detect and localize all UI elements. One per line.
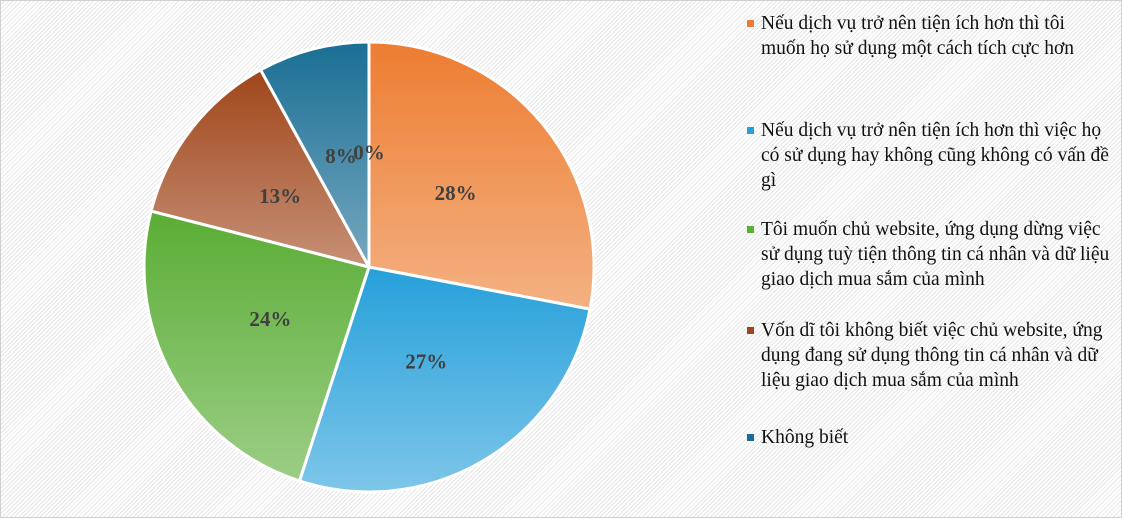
legend-item: Vốn dĩ tôi không biết việc chủ website, … bbox=[747, 318, 1111, 393]
pie-slice bbox=[297, 265, 592, 494]
data-label: 28% bbox=[435, 181, 477, 205]
legend-marker bbox=[747, 127, 754, 134]
data-label: 13% bbox=[259, 184, 301, 208]
legend-marker bbox=[747, 434, 754, 441]
legend-label: Vốn dĩ tôi không biết việc chủ website, … bbox=[761, 320, 1103, 391]
pie-slice bbox=[142, 209, 371, 483]
legend-label: Không biết bbox=[761, 427, 849, 448]
legend-label: Nếu dịch vụ trở nên tiện ích hơn thì việ… bbox=[761, 120, 1109, 191]
legend-item: Tôi muốn chủ website, ứng dụng dừng việc… bbox=[747, 217, 1111, 292]
pie-slice bbox=[258, 40, 371, 268]
legend-item: Nếu dịch vụ trở nên tiện ích hơn thì việ… bbox=[747, 118, 1111, 193]
data-label: 8% bbox=[325, 144, 357, 168]
legend-marker bbox=[747, 327, 754, 334]
data-label: 27% bbox=[405, 350, 447, 374]
legend-item: Nếu dịch vụ trở nên tiện ích hơn thì tôi… bbox=[747, 11, 1111, 61]
pie-slice bbox=[149, 67, 372, 270]
legend-marker bbox=[747, 226, 754, 233]
legend-marker bbox=[747, 20, 754, 27]
legend-item: Không biết bbox=[747, 425, 1111, 450]
data-label: 0% bbox=[353, 140, 385, 164]
legend-label: Nếu dịch vụ trở nên tiện ích hơn thì tôi… bbox=[761, 13, 1075, 59]
data-label: 24% bbox=[249, 307, 291, 331]
pie-slice bbox=[367, 40, 596, 311]
legend-label: Tôi muốn chủ website, ứng dụng dừng việc… bbox=[761, 219, 1110, 290]
